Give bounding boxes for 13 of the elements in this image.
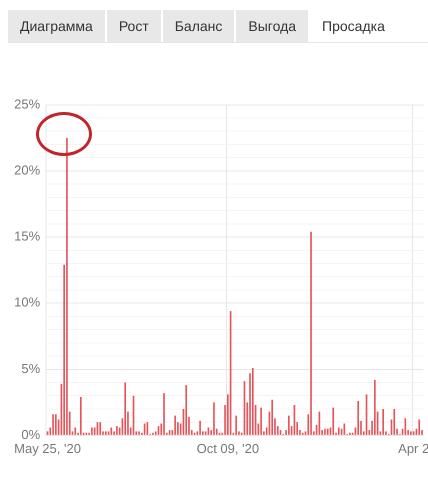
x-tick-label: Oct 09, '20 bbox=[196, 440, 260, 456]
text: Рост bbox=[106, 10, 161, 42]
y-tick-label: 5% bbox=[21, 360, 41, 376]
text: Выгода bbox=[236, 10, 308, 42]
y-tick-label: 20% bbox=[14, 162, 41, 178]
x-tick-label: May 25, '20 bbox=[14, 440, 81, 456]
chart-title: Просадка bbox=[310, 10, 397, 42]
y-tick-label: 0% bbox=[21, 426, 41, 442]
y-tick-label: 15% bbox=[14, 228, 41, 244]
y-tick-label: 10% bbox=[14, 294, 41, 310]
y-tick-label: 25% bbox=[14, 96, 41, 112]
text: Диаграмма bbox=[8, 10, 105, 42]
text: Баланс bbox=[162, 10, 234, 42]
